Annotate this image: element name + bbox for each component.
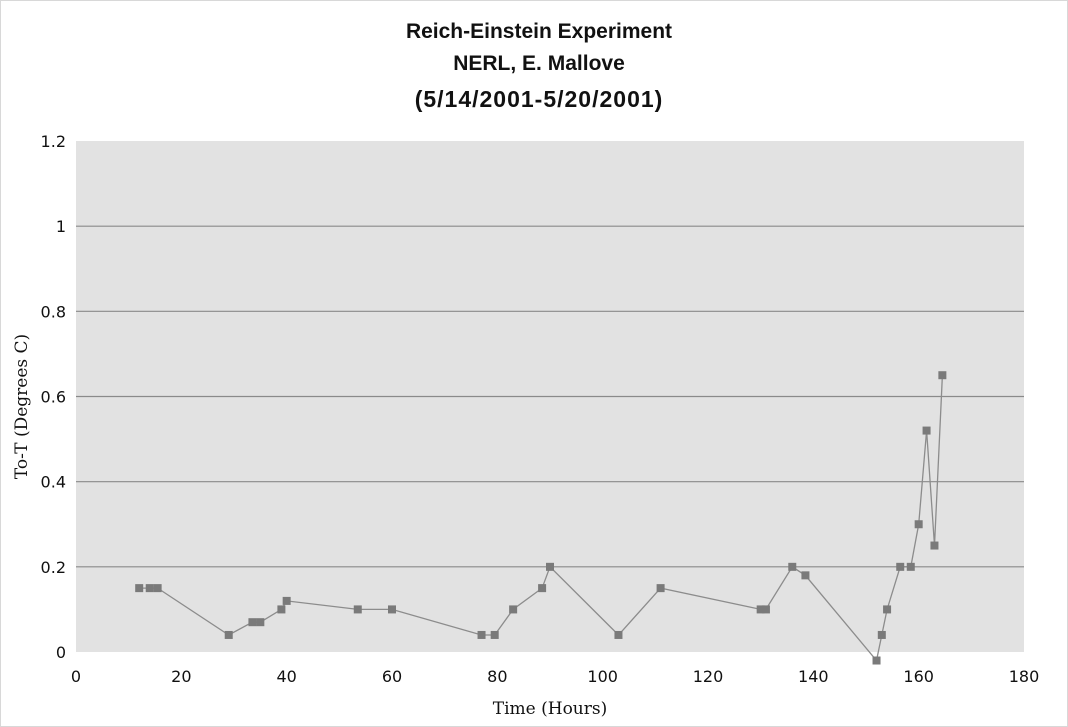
data-point [922,426,931,435]
data-point [906,562,915,571]
y-tick-label: 0.4 [41,473,66,492]
y-tick-label: 1 [56,217,66,236]
data-point [256,618,265,627]
chart-subtitle-dates: (5/14/2001-5/20/2001) [414,86,664,112]
data-point [277,605,286,614]
y-tick-label: 0.6 [41,388,66,407]
x-axis-label: Time (Hours) [493,699,607,719]
x-tick-label: 20 [171,667,191,686]
x-tick-label: 40 [276,667,296,686]
data-point [153,584,162,593]
series-markers [135,371,947,665]
data-point [546,562,554,571]
data-point [656,584,665,593]
data-point [282,596,291,605]
data-point [877,630,886,639]
x-tick-label: 180 [1009,667,1040,686]
data-point [872,656,881,665]
y-axis-label: To-T (Degrees C) [12,334,32,479]
data-point [135,584,144,593]
data-point [538,584,547,593]
y-axis-ticks: 0 0.2 0.4 0.6 0.8 1 1.2 [41,132,66,662]
data-point [938,371,947,380]
x-tick-label: 0 [71,667,81,686]
data-point [145,584,154,593]
y-tick-label: 0 [56,643,66,662]
data-point [248,618,257,627]
x-tick-label: 80 [487,667,507,686]
x-axis-ticks: 0 20 40 60 80 100 120 140 160 180 [71,667,1039,686]
data-point [490,630,499,639]
y-tick-label: 0.8 [41,302,66,321]
gridlines [76,225,1024,568]
data-point [788,562,797,571]
data-point [477,630,486,639]
data-point [756,605,765,614]
data-point [614,630,623,639]
x-tick-label: 60 [382,667,402,686]
data-point [801,571,810,580]
y-tick-label: 1.2 [41,132,66,151]
x-tick-label: 100 [587,667,618,686]
data-point [914,520,923,529]
data-point [353,605,362,614]
data-point [509,605,518,614]
y-tick-label: 0.2 [41,558,66,577]
data-point [388,605,396,614]
x-tick-label: 140 [798,667,829,686]
data-point [883,605,892,614]
chart-title: Reich-Einstein Experiment [405,20,673,43]
data-point [930,541,939,550]
data-point [761,605,770,614]
data-point [896,562,905,571]
data-point [224,630,233,639]
chart-subtitle-author: NERL, E. Mallove [453,52,625,75]
x-tick-label: 160 [903,667,934,686]
x-tick-label: 120 [693,667,724,686]
